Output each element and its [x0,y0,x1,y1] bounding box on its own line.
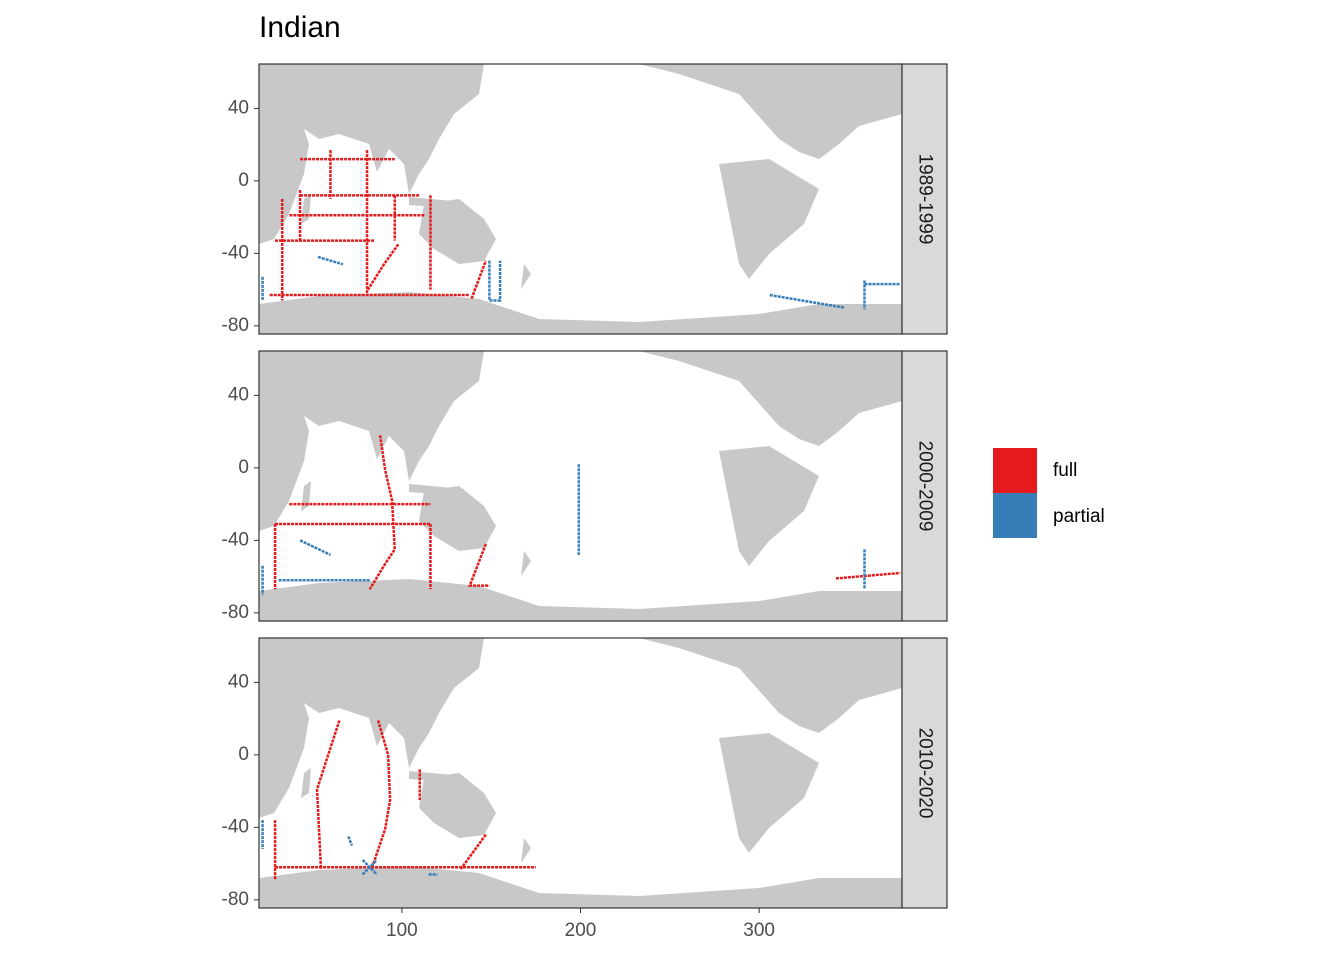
y-tick-label: 40 [228,384,249,405]
y-tick-label: 0 [238,170,249,191]
chart-title: Indian [259,11,341,44]
legend-key [993,493,1037,538]
strip-label: 2000-2009 [914,441,935,532]
x-tick-label: 100 [386,920,418,941]
y-tick-label: -80 [222,315,249,336]
legend-key [993,448,1037,493]
track [347,835,354,846]
track [299,539,331,556]
track [366,243,400,291]
track [370,720,392,870]
strip-label: 1989-1999 [914,154,935,245]
y-tick-label: 40 [228,671,249,692]
track [835,571,901,580]
track [470,260,488,300]
y-tick-label: -40 [222,529,249,550]
strip [901,637,948,909]
track [769,293,846,309]
track [315,720,341,870]
track [459,833,487,870]
strip [901,350,948,622]
y-tick-label: -80 [222,602,249,623]
track [488,260,502,302]
y-tick-label: 0 [238,457,249,478]
strip-label: 2010-2020 [914,728,935,819]
track [361,859,378,876]
y-tick-label: 40 [228,97,249,118]
track [467,543,490,587]
y-tick-label: 0 [238,744,249,765]
strip [901,63,948,335]
legend-label: full [1053,460,1077,481]
y-tick-label: -40 [222,816,249,837]
track [317,255,344,266]
y-tick-label: -80 [222,889,249,910]
x-tick-label: 300 [743,920,775,941]
y-tick-label: -40 [222,242,249,263]
legend-label: partial [1053,506,1105,527]
x-tick-label: 200 [565,920,597,941]
